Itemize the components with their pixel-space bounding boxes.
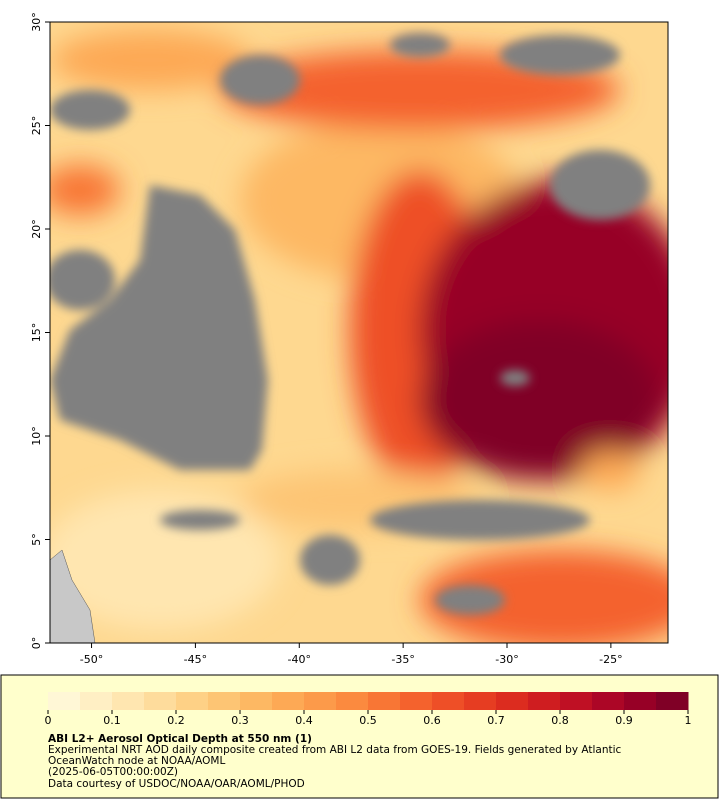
colorbar-segment <box>48 692 81 710</box>
y-tick-label: 25° <box>30 116 43 136</box>
caption-title: ABI L2+ Aerosol Optical Depth at 550 nm … <box>48 733 312 745</box>
colorbar-tick-label: 0.8 <box>551 714 569 727</box>
x-tick-label: -30° <box>495 653 518 666</box>
colorbar-segment <box>624 692 657 710</box>
colorbar-tick-label: 0.6 <box>423 714 441 727</box>
caption-credit: Data courtesy of USDOC/NOAA/OAR/AOML/PHO… <box>48 778 305 790</box>
colorbar-segment <box>176 692 209 710</box>
colorbar-segment <box>368 692 401 710</box>
colorbar-tick-label: 0.2 <box>167 714 185 727</box>
x-tick-label: -25° <box>599 653 622 666</box>
colorbar-tick-label: 0.4 <box>295 714 313 727</box>
colorbar-segment <box>304 692 337 710</box>
colorbar-segment <box>80 692 113 710</box>
colorbar-segment <box>432 692 465 710</box>
aod-field <box>50 22 668 643</box>
x-tick-label: -50° <box>80 653 103 666</box>
colorbar-segment <box>592 692 625 710</box>
colorbar-tick-label: 0.1 <box>103 714 121 727</box>
y-tick-label: 5° <box>30 533 43 546</box>
colorbar-tick-label: 0.7 <box>487 714 505 727</box>
colorbar-segment <box>240 692 273 710</box>
caption-description: Experimental NRT AOD daily composite cre… <box>48 744 622 756</box>
caption-date: (2025-06-05T00:00:00Z) <box>48 766 178 778</box>
y-tick-label: 20° <box>30 219 43 239</box>
colorbar-segment <box>528 692 561 710</box>
colorbar-tick-label: 0.5 <box>359 714 377 727</box>
colorbar-segment <box>400 692 433 710</box>
caption-description: OceanWatch node at NOAA/AOML <box>48 755 225 767</box>
colorbar-segment <box>208 692 241 710</box>
colorbar-segment <box>144 692 177 710</box>
colorbar-segment <box>656 692 689 710</box>
colorbar-segment <box>272 692 305 710</box>
colorbar-tick-label: 0.9 <box>615 714 633 727</box>
x-tick-label: -35° <box>391 653 414 666</box>
colorbar-tick-label: 0.3 <box>231 714 249 727</box>
x-tick-label: -45° <box>184 653 207 666</box>
colorbar-tick-label: 1 <box>685 714 692 727</box>
colorbar-segment <box>464 692 497 710</box>
y-tick-label: 15° <box>30 323 43 343</box>
y-tick-label: 30° <box>30 12 43 32</box>
colorbar-tick-label: 0 <box>45 714 52 727</box>
y-tick-label: 0° <box>30 637 43 650</box>
colorbar-segment <box>336 692 369 710</box>
colorbar-segment <box>112 692 145 710</box>
colorbar-segment <box>496 692 529 710</box>
colorbar-segment <box>560 692 593 710</box>
x-tick-label: -40° <box>288 653 311 666</box>
y-tick-label: 10° <box>30 426 43 446</box>
